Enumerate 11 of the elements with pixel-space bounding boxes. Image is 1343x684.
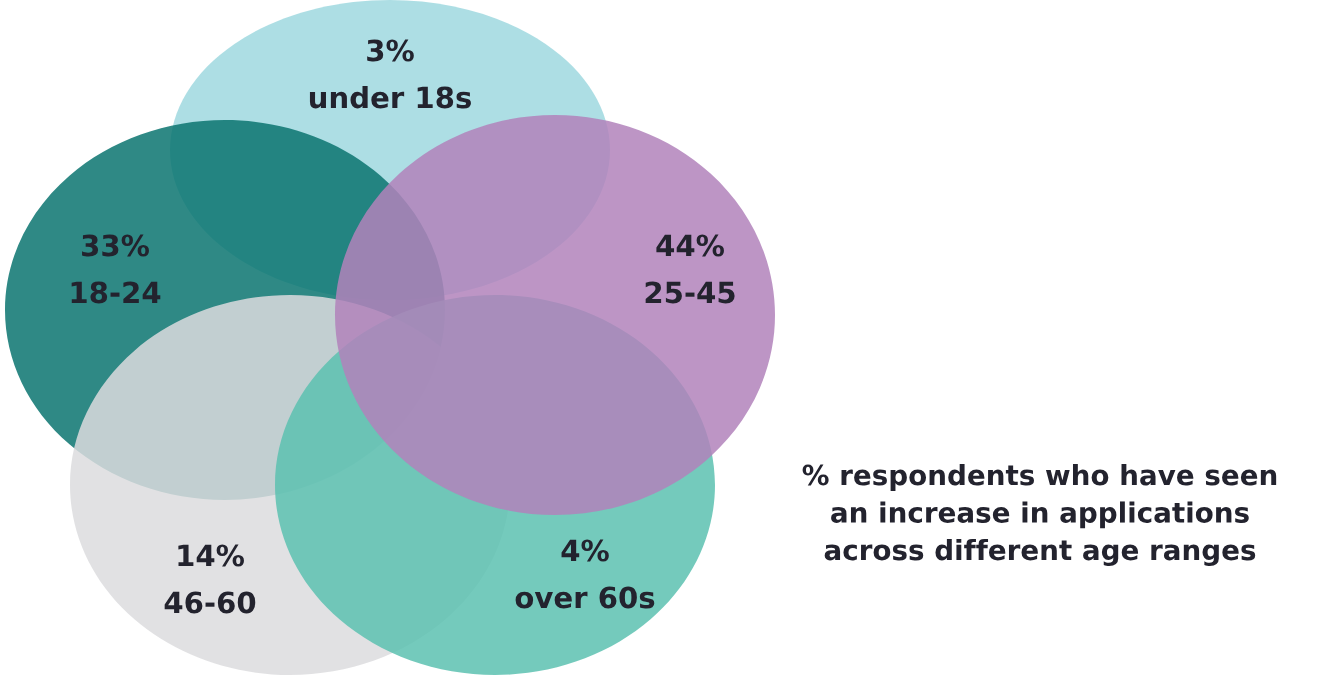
category-label: 25-45 — [645, 281, 735, 304]
text: % respondents who have seen an increase in applications across different age ranges — [802, 464, 1277, 566]
data-label: 14% — [178, 544, 244, 567]
category-label: 18-24 — [71, 281, 161, 304]
data-label: 4% — [561, 539, 609, 562]
category-label: under 18s — [309, 85, 471, 109]
category-label: over 60s — [515, 586, 655, 609]
data-label: 3% — [367, 39, 414, 62]
data-label: 44% — [656, 234, 724, 257]
data-label: 33% — [82, 234, 149, 257]
category-label: 46-60 — [164, 591, 256, 614]
